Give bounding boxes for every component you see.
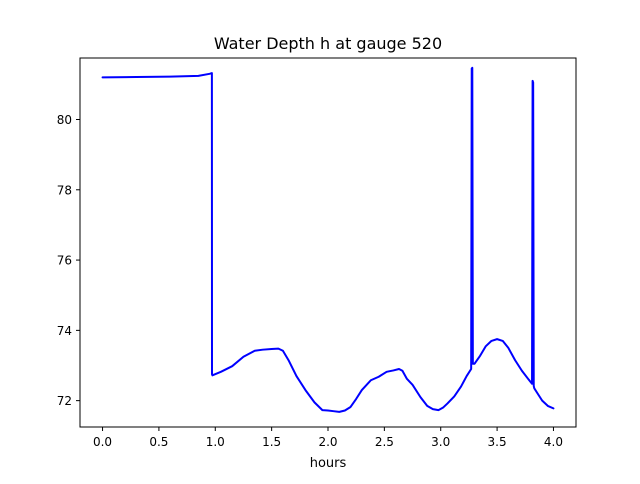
- y-tick-label: 72: [57, 394, 72, 408]
- x-tick-label: 3.0: [431, 435, 450, 449]
- x-tick-label: 0.0: [93, 435, 112, 449]
- y-tick-label: 80: [57, 113, 72, 127]
- x-tick-label: 0.5: [149, 435, 168, 449]
- x-tick-label: 4.0: [544, 435, 563, 449]
- x-tick-label: 1.5: [262, 435, 281, 449]
- series-layer: [101, 66, 555, 413]
- y-axis: 72 74 76 78 80: [57, 113, 80, 408]
- x-tick-label: 2.5: [375, 435, 394, 449]
- x-tick-label: 2.0: [318, 435, 337, 449]
- series-line-1: [101, 66, 555, 413]
- y-tick-label: 74: [57, 324, 72, 338]
- x-tick-label: 3.5: [488, 435, 507, 449]
- x-axis-label: hours: [310, 456, 347, 471]
- y-tick-label: 76: [57, 254, 72, 268]
- y-tick-label: 78: [57, 183, 72, 197]
- x-tick-label: 1.0: [206, 435, 225, 449]
- x-axis: 0.0 0.5 1.0 1.5 2.0 2.5 3.0 3.5 4.0: [93, 427, 563, 449]
- chart-title: Water Depth h at gauge 520: [214, 34, 442, 53]
